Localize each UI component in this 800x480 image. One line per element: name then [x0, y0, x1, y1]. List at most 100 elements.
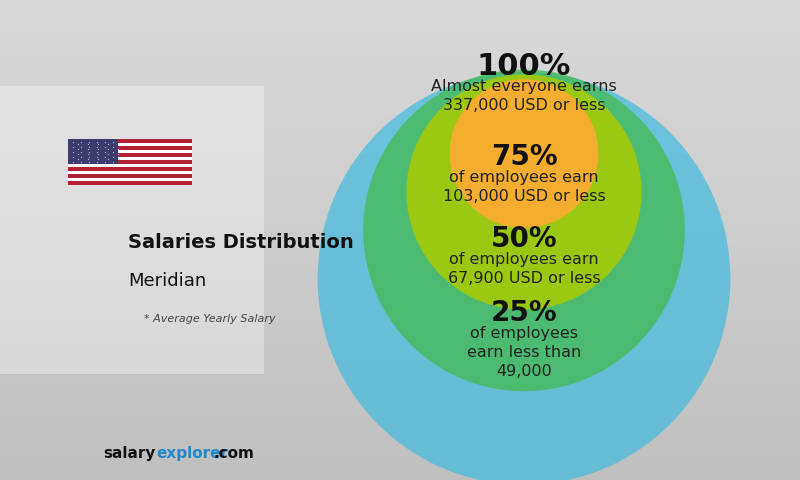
Bar: [0, 187, 800, 192]
Bar: [0, 374, 800, 379]
Bar: [0, 48, 800, 53]
Bar: [0, 394, 800, 398]
Bar: [0, 221, 800, 226]
Bar: [0, 192, 800, 197]
Bar: [0, 470, 800, 475]
Bar: [0, 216, 800, 221]
Text: earn less than: earn less than: [467, 345, 581, 360]
Bar: [0, 115, 800, 120]
Bar: [0, 154, 800, 158]
Text: Meridian: Meridian: [128, 272, 206, 290]
Bar: [0, 96, 800, 101]
Text: 67,900 USD or less: 67,900 USD or less: [448, 271, 600, 286]
Bar: [0, 408, 800, 413]
Bar: [0, 384, 800, 389]
Bar: [68, 146, 192, 150]
Bar: [0, 283, 800, 288]
Bar: [0, 288, 800, 293]
Bar: [0, 341, 800, 346]
Bar: [0, 24, 800, 29]
Bar: [0, 389, 800, 394]
Bar: [0, 91, 800, 96]
Bar: [0, 86, 800, 91]
Bar: [0, 168, 800, 173]
Text: .com: .com: [214, 446, 254, 461]
Bar: [0, 34, 800, 38]
Bar: [0, 101, 800, 106]
Bar: [0, 144, 800, 149]
Bar: [68, 143, 192, 146]
Bar: [0, 120, 800, 125]
Bar: [0, 254, 800, 259]
Bar: [0, 250, 800, 254]
Bar: [0, 437, 800, 442]
Bar: [68, 167, 192, 171]
Text: 50%: 50%: [490, 225, 558, 253]
Bar: [0, 211, 800, 216]
Ellipse shape: [318, 72, 730, 480]
Bar: [0, 365, 800, 370]
Bar: [0, 355, 800, 360]
Bar: [68, 160, 192, 164]
Text: 49,000: 49,000: [496, 364, 552, 380]
Bar: [0, 427, 800, 432]
Bar: [0, 293, 800, 298]
Bar: [0, 317, 800, 322]
Bar: [0, 456, 800, 461]
Text: salary: salary: [104, 446, 156, 461]
Ellipse shape: [450, 79, 598, 228]
Bar: [0, 125, 800, 130]
Bar: [0, 173, 800, 178]
Bar: [0, 178, 800, 182]
Bar: [0, 422, 800, 427]
Text: Salaries Distribution: Salaries Distribution: [128, 233, 354, 252]
Bar: [0, 326, 800, 331]
Bar: [0, 163, 800, 168]
Bar: [0, 259, 800, 264]
Bar: [0, 43, 800, 48]
Bar: [0, 29, 800, 34]
Text: 25%: 25%: [490, 300, 558, 327]
Bar: [0, 5, 800, 10]
Bar: [0, 53, 800, 58]
Bar: [0, 331, 800, 336]
Bar: [0, 274, 800, 278]
Bar: [0, 403, 800, 408]
Bar: [68, 174, 192, 178]
Bar: [0, 346, 800, 350]
Bar: [0, 322, 800, 326]
Text: explorer: explorer: [156, 446, 228, 461]
Bar: [0, 312, 800, 317]
Bar: [0, 269, 800, 274]
Bar: [0, 226, 800, 230]
Text: of employees earn: of employees earn: [449, 252, 599, 267]
Bar: [0, 10, 800, 14]
Bar: [0, 82, 800, 86]
Bar: [0, 398, 800, 403]
Bar: [0, 475, 800, 480]
Bar: [0, 466, 800, 470]
Bar: [0, 110, 800, 115]
Bar: [0, 278, 800, 283]
Text: 75%: 75%: [490, 144, 558, 171]
Bar: [0, 451, 800, 456]
Text: 337,000 USD or less: 337,000 USD or less: [442, 98, 606, 113]
Text: 100%: 100%: [477, 52, 571, 81]
Bar: [0, 350, 800, 355]
Bar: [0, 461, 800, 466]
Bar: [0, 197, 800, 202]
Bar: [68, 178, 192, 181]
Bar: [0, 336, 800, 341]
Bar: [68, 153, 192, 157]
Bar: [0, 206, 800, 211]
Bar: [68, 181, 192, 185]
Bar: [0, 360, 800, 365]
Bar: [0, 307, 800, 312]
Bar: [0, 139, 800, 144]
Bar: [0, 442, 800, 446]
Text: of employees: of employees: [470, 326, 578, 341]
Bar: [0, 379, 800, 384]
Bar: [68, 164, 192, 167]
Bar: [0, 106, 800, 110]
Bar: [0, 72, 800, 77]
